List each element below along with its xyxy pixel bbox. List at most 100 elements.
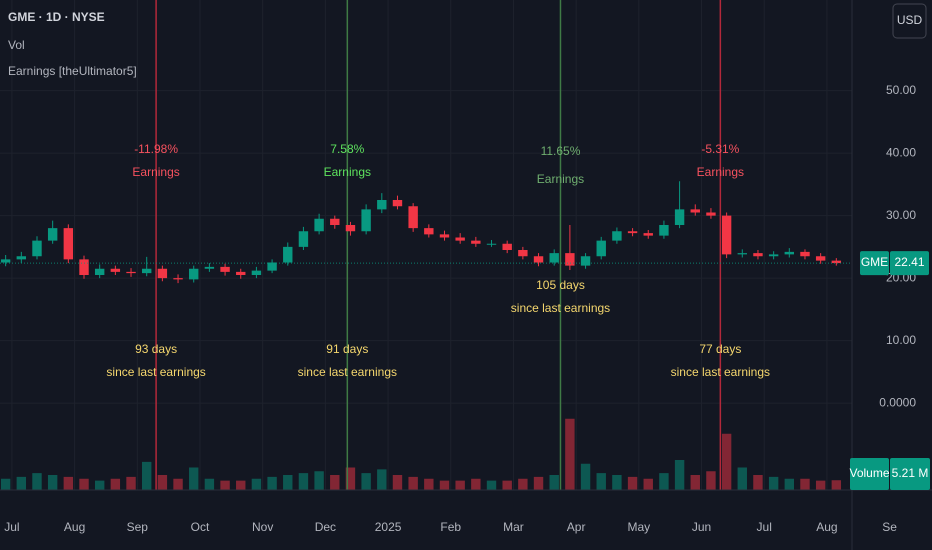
- volume-bar: [486, 480, 497, 490]
- volume-bar: [251, 478, 262, 490]
- candle-body: [424, 228, 434, 235]
- volume-bar: [424, 478, 434, 490]
- volume-name: Volume: [849, 466, 889, 480]
- candle-body: [753, 253, 763, 257]
- candle-body: [283, 246, 293, 263]
- volume-bar: [674, 460, 685, 490]
- candle-body: [533, 256, 544, 263]
- volume-box: [890, 458, 930, 490]
- currency[interactable]: USD: [897, 13, 923, 27]
- volume-bar: [142, 461, 152, 490]
- y-tick-label: 50.00: [886, 83, 916, 97]
- candle-body: [721, 215, 732, 255]
- days-label: 105 days: [536, 278, 585, 292]
- candle-body: [126, 271, 136, 274]
- candle-body: [267, 262, 277, 271]
- volume-bar: [361, 473, 371, 490]
- y-tick-label: 40.00: [886, 145, 916, 159]
- volume-bar: [236, 480, 246, 490]
- candle-body: [251, 270, 262, 275]
- candle-body: [439, 234, 450, 238]
- x-tick-label: Jul: [757, 520, 772, 534]
- volume-name-box: [850, 458, 889, 490]
- candle-body: [361, 209, 371, 232]
- days-note: since last earnings: [511, 301, 610, 315]
- days-label: 91 days: [326, 342, 368, 356]
- candle-body: [94, 268, 105, 275]
- candle-body: [47, 228, 58, 241]
- x-tick-label: Sep: [127, 520, 149, 534]
- candle-body: [392, 200, 403, 207]
- volume-bar: [706, 471, 716, 490]
- candle-body: [643, 233, 653, 236]
- x-tick-label: Dec: [315, 520, 336, 534]
- days-note: since last earnings: [298, 365, 397, 379]
- candle-body: [784, 251, 795, 255]
- candle-body: [659, 225, 669, 236]
- currency-button[interactable]: [892, 3, 927, 39]
- days-label: 93 days: [135, 342, 177, 356]
- candle-body: [518, 250, 528, 257]
- volume-bar: [580, 463, 591, 490]
- x-tick-label: Apr: [567, 520, 586, 534]
- x-tick-label: 2025: [375, 520, 402, 534]
- candle-body: [627, 231, 638, 234]
- candle-body: [157, 268, 168, 279]
- symbol: GME · 1D · NYSE: [8, 10, 105, 24]
- x-tick-label: May: [628, 520, 651, 534]
- x-tick-label: Jul: [4, 520, 19, 534]
- candles: [0, 181, 842, 284]
- candle-body: [815, 256, 826, 261]
- volume-bar: [518, 478, 528, 490]
- volume-bar: [659, 473, 669, 490]
- y-tick-label: 0.0000: [879, 395, 916, 409]
- candle-body: [173, 278, 183, 280]
- volume-bar: [63, 476, 74, 490]
- x-tick-label: Feb: [440, 520, 461, 534]
- volume-bar: [32, 473, 42, 490]
- x-tick-label: Aug: [816, 520, 837, 534]
- volume-bar: [596, 473, 606, 490]
- candle-body: [502, 243, 512, 250]
- volume-bar: [737, 467, 747, 490]
- candle-body: [674, 209, 685, 225]
- earnings-label: Earnings: [324, 165, 371, 179]
- earnings-change: -5.31%: [701, 142, 739, 156]
- volume-bar: [800, 478, 810, 490]
- volume-bar: [314, 471, 324, 490]
- candle-body: [330, 218, 340, 225]
- volume-bar: [173, 478, 183, 490]
- volume-pane: [0, 418, 842, 490]
- volume-bar: [330, 475, 340, 490]
- price-name-box: [860, 251, 889, 276]
- candle-body: [236, 271, 246, 275]
- indicator: Earnings [theUltimator5]: [8, 64, 137, 78]
- earnings-label: Earnings: [697, 165, 744, 179]
- earnings-change: -11.98%: [134, 142, 178, 156]
- candle-body: [16, 256, 27, 260]
- candle-body: [110, 268, 121, 272]
- x-tick-label: Se: [882, 520, 897, 534]
- candle-body: [377, 200, 387, 210]
- candle-body: [32, 240, 42, 257]
- volume-bar: [47, 475, 58, 490]
- candle-body: [580, 256, 591, 266]
- y-tick-label: 30.00: [886, 208, 916, 222]
- volume-bar: [455, 480, 465, 490]
- candle-body: [612, 231, 622, 241]
- volume-bar: [549, 475, 559, 490]
- candle-body: [220, 266, 230, 272]
- earnings-label: Earnings: [537, 172, 584, 186]
- candle-body: [63, 228, 74, 260]
- earnings-lines: [155, 0, 722, 490]
- price-box: [890, 251, 929, 276]
- days-label: 77 days: [699, 342, 741, 356]
- price-label: 22.41: [894, 255, 924, 269]
- volume-bar: [16, 476, 27, 490]
- candle-body: [565, 253, 575, 266]
- volume-bar: [94, 480, 105, 490]
- volume-bar: [126, 476, 136, 490]
- candle-body: [189, 268, 199, 280]
